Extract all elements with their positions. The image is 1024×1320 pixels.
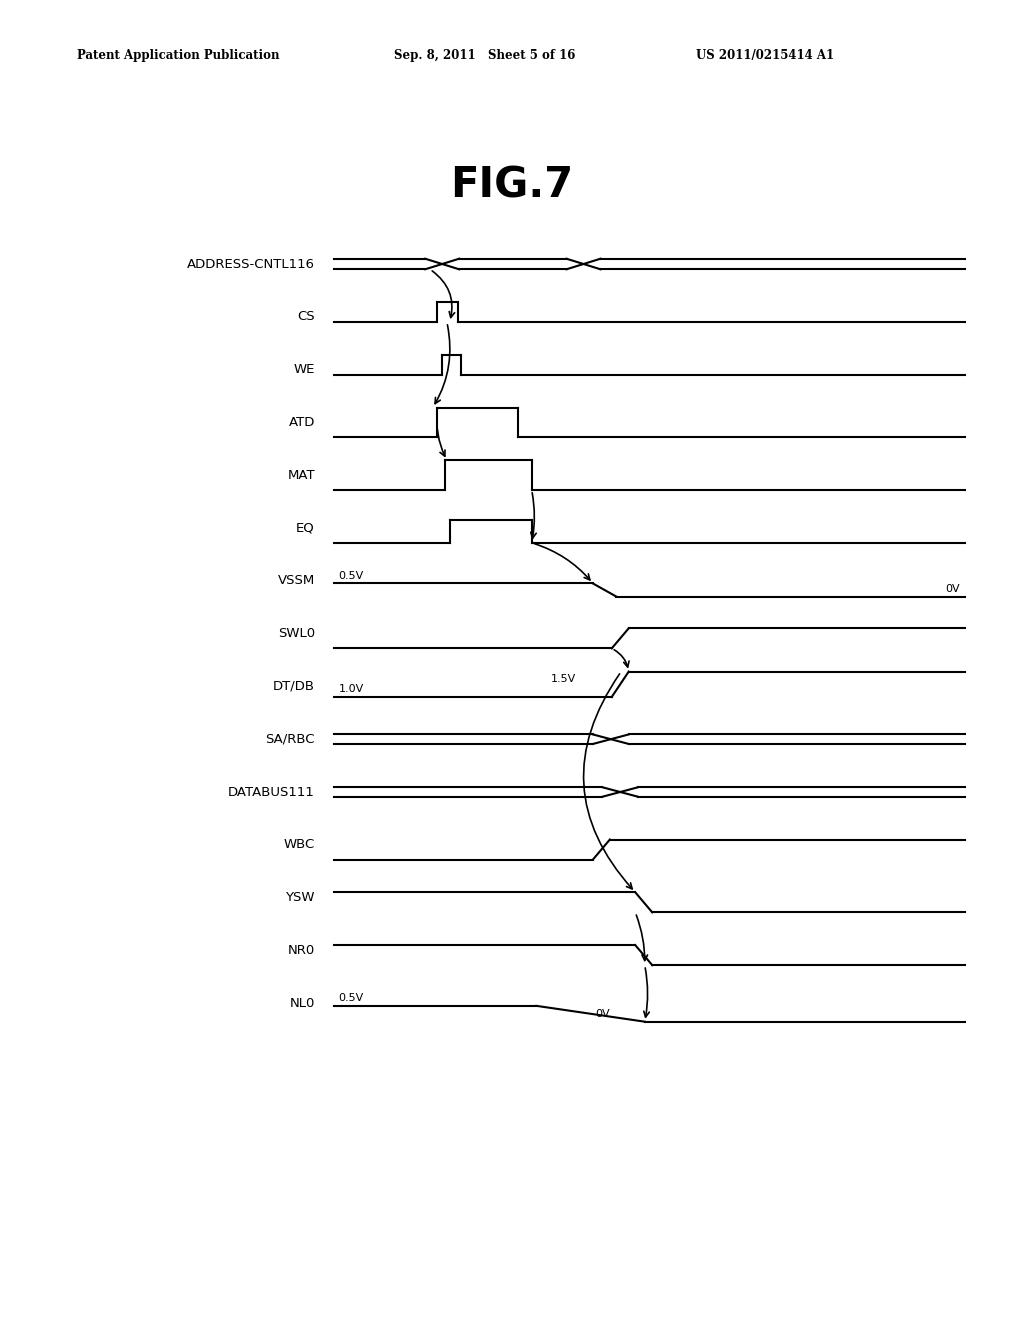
Text: 0V: 0V [595, 1008, 609, 1019]
Text: DATABUS111: DATABUS111 [228, 785, 315, 799]
Text: WBC: WBC [284, 838, 315, 851]
Text: DT/DB: DT/DB [273, 680, 315, 693]
Text: CS: CS [297, 310, 315, 323]
Text: 0.5V: 0.5V [339, 993, 364, 1003]
Text: EQ: EQ [296, 521, 315, 535]
Text: VSSM: VSSM [278, 574, 315, 587]
Text: Patent Application Publication: Patent Application Publication [77, 49, 280, 62]
Text: NL0: NL0 [290, 997, 315, 1010]
Text: YSW: YSW [286, 891, 315, 904]
Text: FIG.7: FIG.7 [451, 165, 573, 207]
Text: ADDRESS-CNTL116: ADDRESS-CNTL116 [187, 257, 315, 271]
Text: MAT: MAT [288, 469, 315, 482]
Text: NR0: NR0 [288, 944, 315, 957]
Text: WE: WE [294, 363, 315, 376]
Text: 1.5V: 1.5V [551, 675, 575, 684]
Text: 0.5V: 0.5V [339, 570, 364, 581]
Text: SWL0: SWL0 [278, 627, 315, 640]
Text: ATD: ATD [289, 416, 315, 429]
Text: SA/RBC: SA/RBC [265, 733, 315, 746]
Text: US 2011/0215414 A1: US 2011/0215414 A1 [696, 49, 835, 62]
Text: Sep. 8, 2011   Sheet 5 of 16: Sep. 8, 2011 Sheet 5 of 16 [394, 49, 575, 62]
Text: 0V: 0V [946, 583, 961, 594]
Text: 1.0V: 1.0V [339, 684, 364, 694]
